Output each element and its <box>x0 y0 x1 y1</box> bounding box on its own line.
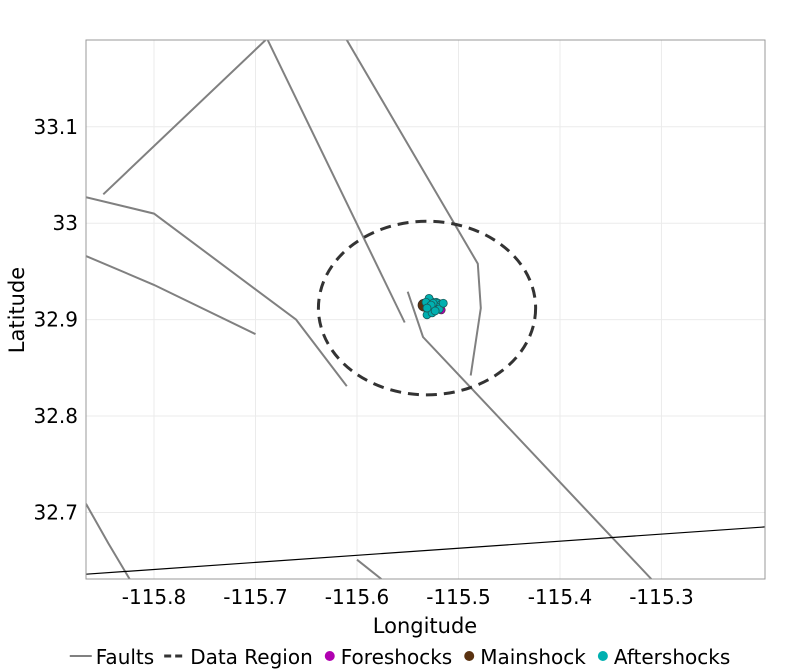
y-tick-label: 32.7 <box>33 500 78 524</box>
y-tick-label: 33 <box>53 211 78 235</box>
fault-line <box>86 255 256 335</box>
x-axis-ticks: -115.8 -115.7 -115.6 -115.5 -115.4 -115.3 <box>122 585 694 609</box>
boundary-line <box>86 526 765 575</box>
y-tick-label: 32.8 <box>33 404 78 428</box>
fault-line <box>356 558 382 579</box>
fault-line <box>266 40 406 323</box>
y-tick-label: 32.9 <box>33 308 78 332</box>
fault-line <box>406 291 653 579</box>
x-tick-label: -115.3 <box>629 585 693 609</box>
legend-key-foreshocks <box>324 651 335 661</box>
x-tick-label: -115.4 <box>528 585 592 609</box>
events-layer <box>417 294 448 320</box>
legend-label-region: Data Region <box>190 645 313 669</box>
x-tick-label: -115.5 <box>426 585 490 609</box>
y-axis-ticks: 32.7 32.8 32.9 33 33.1 <box>33 115 78 525</box>
legend-label-foreshocks: Foreshocks <box>341 645 452 669</box>
legend: Faults Data Region Foreshocks Mainshock Afte… <box>69 645 730 669</box>
fault-line <box>102 40 267 196</box>
data-region-boundary <box>316 219 538 397</box>
faults-layer <box>86 40 765 579</box>
data-region-layer <box>316 219 538 397</box>
x-tick-label: -115.8 <box>122 585 186 609</box>
legend-key-aftershocks <box>597 651 608 661</box>
aftershock-point <box>422 303 432 313</box>
x-tick-label: -115.6 <box>325 585 389 609</box>
legend-label-aftershocks: Aftershocks <box>614 645 730 669</box>
y-axis-title: Latitude <box>5 267 29 353</box>
fault-line <box>86 503 131 579</box>
fault-line <box>345 40 482 376</box>
aftershock-point <box>430 306 440 316</box>
fault-line <box>86 196 348 387</box>
grid-lines <box>86 40 765 579</box>
plot-frame <box>85 39 766 580</box>
y-tick-label: 33.1 <box>33 115 78 139</box>
legend-label-mainshock: Mainshock <box>480 645 586 669</box>
x-tick-label: -115.7 <box>223 585 287 609</box>
legend-label-faults: Faults <box>96 645 154 669</box>
legend-key-mainshock <box>464 651 475 661</box>
x-axis-title: Longitude <box>373 614 477 638</box>
aftershock-point <box>438 298 448 308</box>
